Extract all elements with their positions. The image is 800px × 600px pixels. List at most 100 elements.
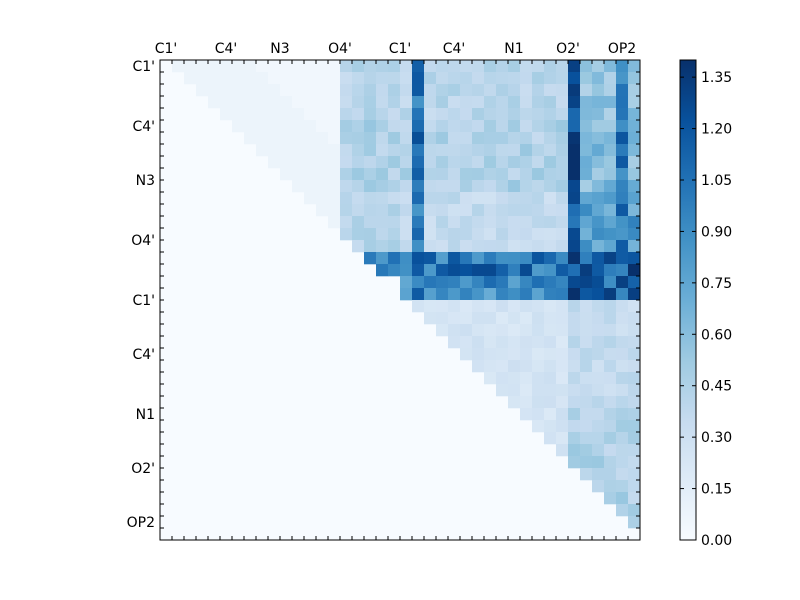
heatmap-cell [532, 96, 545, 109]
heatmap-cell [340, 216, 353, 229]
heatmap-cell [520, 132, 533, 145]
heatmap-cell [436, 168, 449, 181]
heatmap-cell [484, 264, 497, 277]
heatmap-cell [496, 84, 509, 97]
heatmap-cell [580, 132, 593, 145]
heatmap-cell [424, 96, 437, 109]
heatmap-cell [568, 204, 581, 217]
heatmap-cell [316, 204, 329, 217]
heatmap-cell [568, 216, 581, 229]
heatmap-cell [448, 204, 461, 217]
heatmap-cell [556, 132, 569, 145]
heatmap-cell [472, 132, 485, 145]
heatmap-cell [220, 96, 233, 109]
heatmap-cell [448, 324, 461, 337]
heatmap-cell [364, 192, 377, 205]
heatmap-cell [568, 60, 581, 73]
heatmap-cell [364, 240, 377, 253]
heatmap-cell [496, 60, 509, 73]
heatmap-cell [568, 348, 581, 361]
heatmap-cell [544, 144, 557, 157]
heatmap-cell [604, 360, 617, 373]
heatmap-cell [340, 84, 353, 97]
heatmap-cell [580, 228, 593, 241]
heatmap-cell [520, 324, 533, 337]
heatmap-cell [412, 156, 425, 169]
heatmap-cell [568, 264, 581, 277]
heatmap-cell [496, 168, 509, 181]
heatmap-cell [496, 384, 509, 397]
heatmap-cell [376, 168, 389, 181]
heatmap-cell [244, 72, 257, 85]
heatmap-cell [436, 324, 449, 337]
heatmap-cell [568, 72, 581, 85]
heatmap-cell [532, 252, 545, 265]
heatmap-cell [400, 192, 413, 205]
heatmap-cell [352, 168, 365, 181]
heatmap-cell [628, 264, 641, 277]
heatmap-cell [448, 72, 461, 85]
heatmap-cell [400, 264, 413, 277]
heatmap-cell [544, 324, 557, 337]
heatmap-cell [232, 120, 245, 133]
heatmap-cell [412, 108, 425, 121]
heatmap-cell [532, 420, 545, 433]
heatmap-cell [400, 120, 413, 133]
heatmap-cell [460, 120, 473, 133]
colorbar [679, 59, 697, 541]
heatmap-cell [544, 120, 557, 133]
heatmap-cell [532, 300, 545, 313]
heatmap-cell [556, 360, 569, 373]
heatmap-cell [568, 276, 581, 289]
heatmap-cell [556, 96, 569, 109]
heatmap-cell [508, 132, 521, 145]
heatmap-cell [496, 216, 509, 229]
heatmap-cell [484, 288, 497, 301]
heatmap-cell [280, 132, 293, 145]
y-tick-label: C4' [132, 347, 155, 363]
heatmap-cell [544, 84, 557, 97]
heatmap-cell [604, 180, 617, 193]
heatmap-cell [556, 276, 569, 289]
heatmap-cell [376, 228, 389, 241]
heatmap-cells [160, 60, 641, 540]
heatmap-cell [400, 228, 413, 241]
colorbar-tick-label: 0.30 [701, 430, 732, 446]
heatmap-cell [412, 168, 425, 181]
heatmap-cell [628, 240, 641, 253]
heatmap-cell [616, 504, 629, 517]
heatmap-cell [556, 336, 569, 349]
heatmap-cell [340, 132, 353, 145]
heatmap-cell [544, 228, 557, 241]
heatmap-cell [304, 84, 317, 97]
heatmap-cell [376, 60, 389, 73]
heatmap-cell [340, 60, 353, 73]
heatmap-cell [556, 60, 569, 73]
heatmap-cell [376, 240, 389, 253]
heatmap-cell [604, 156, 617, 169]
heatmap-cell [520, 336, 533, 349]
heatmap-cell [496, 288, 509, 301]
heatmap-cell [328, 96, 341, 109]
heatmap-cell [244, 120, 257, 133]
heatmap-cell [592, 144, 605, 157]
heatmap-cell [292, 180, 305, 193]
heatmap-cell [616, 132, 629, 145]
heatmap-cell [604, 252, 617, 265]
heatmap-cell [616, 372, 629, 385]
y-tick-label: O4' [131, 233, 155, 249]
heatmap-cell [448, 180, 461, 193]
heatmap-cell [556, 372, 569, 385]
heatmap-cell [604, 312, 617, 325]
heatmap-cell [304, 72, 317, 85]
heatmap-cell [460, 324, 473, 337]
heatmap-cell [496, 132, 509, 145]
heatmap-cell [532, 60, 545, 73]
heatmap-cell [400, 276, 413, 289]
heatmap-cell [532, 312, 545, 325]
heatmap-cell [184, 72, 197, 85]
heatmap-cell [592, 372, 605, 385]
heatmap-cell [628, 360, 641, 373]
heatmap-cell [448, 276, 461, 289]
heatmap-cell [592, 288, 605, 301]
